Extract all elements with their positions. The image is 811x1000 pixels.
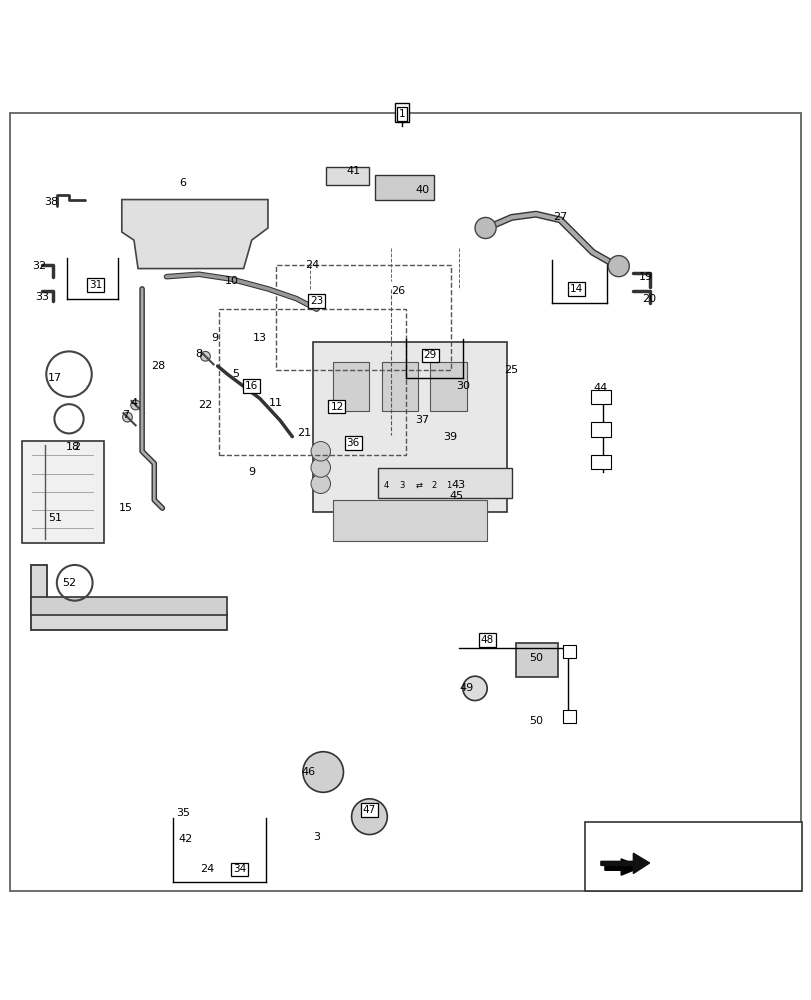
Text: 4: 4: [131, 398, 137, 408]
Text: 1: 1: [397, 106, 406, 119]
Text: 25: 25: [504, 365, 518, 375]
Text: 9: 9: [248, 467, 255, 477]
Bar: [375, 175, 433, 200]
Text: 31: 31: [89, 280, 102, 290]
Text: 4: 4: [384, 481, 388, 490]
Bar: [219, 309, 406, 455]
Text: 35: 35: [175, 808, 190, 818]
Text: 40: 40: [414, 185, 429, 195]
Circle shape: [474, 217, 496, 239]
Text: 45: 45: [448, 491, 463, 501]
Text: 50: 50: [528, 716, 543, 726]
Text: 24: 24: [200, 864, 214, 874]
Text: 20: 20: [642, 294, 656, 304]
Text: 30: 30: [455, 381, 470, 391]
Text: 10: 10: [224, 276, 238, 286]
Text: 22: 22: [198, 400, 212, 410]
Text: 34: 34: [233, 864, 246, 874]
Bar: [31, 597, 227, 615]
Text: 49: 49: [459, 683, 474, 693]
Text: 29: 29: [423, 350, 436, 360]
Text: ⇄: ⇄: [415, 481, 422, 490]
Text: 1: 1: [445, 481, 450, 490]
Text: 47: 47: [363, 805, 375, 815]
Text: 44: 44: [593, 383, 607, 393]
Text: 36: 36: [346, 438, 359, 448]
Text: 6: 6: [179, 178, 186, 188]
Text: 3: 3: [313, 832, 320, 842]
Bar: [430, 362, 466, 411]
Text: 8: 8: [195, 349, 202, 359]
Circle shape: [311, 442, 330, 461]
Circle shape: [462, 676, 487, 701]
Text: 9: 9: [212, 333, 218, 343]
Text: 51: 51: [48, 513, 62, 523]
Circle shape: [303, 752, 343, 792]
Text: 17: 17: [48, 373, 62, 383]
Text: 28: 28: [151, 361, 165, 371]
Text: 48: 48: [480, 635, 493, 645]
Circle shape: [200, 351, 210, 361]
Text: 43: 43: [451, 480, 466, 490]
Text: 33: 33: [35, 292, 49, 302]
Bar: [584, 822, 801, 891]
Text: 23: 23: [310, 296, 323, 306]
FancyBboxPatch shape: [312, 342, 507, 512]
Bar: [377, 468, 511, 498]
Circle shape: [311, 458, 330, 477]
Text: 39: 39: [443, 432, 457, 442]
Text: 13: 13: [252, 333, 267, 343]
Bar: [515, 643, 557, 677]
Text: 18: 18: [66, 442, 80, 452]
Text: 11: 11: [268, 398, 283, 408]
Text: 38: 38: [44, 197, 58, 207]
Text: 5: 5: [232, 369, 238, 379]
Text: 41: 41: [345, 166, 360, 176]
Text: 52: 52: [62, 578, 76, 588]
Polygon shape: [600, 853, 649, 874]
Circle shape: [311, 474, 330, 494]
Text: 12: 12: [330, 402, 343, 412]
Bar: [276, 265, 450, 370]
Bar: [333, 362, 369, 411]
Bar: [381, 362, 418, 411]
Polygon shape: [604, 859, 641, 875]
Text: 37: 37: [414, 415, 429, 425]
Bar: [333, 500, 487, 541]
Text: 24: 24: [305, 260, 320, 270]
Circle shape: [122, 412, 132, 422]
Bar: [326, 167, 368, 185]
Text: 46: 46: [301, 767, 315, 777]
Bar: [562, 710, 575, 723]
Text: 50: 50: [528, 653, 543, 663]
Text: 7: 7: [122, 410, 129, 420]
Circle shape: [607, 256, 629, 277]
Text: 2: 2: [431, 481, 436, 490]
Bar: [590, 422, 611, 437]
Text: 15: 15: [118, 503, 133, 513]
Text: 27: 27: [552, 212, 567, 222]
Bar: [590, 455, 611, 469]
Circle shape: [131, 400, 140, 410]
FancyBboxPatch shape: [22, 441, 104, 543]
PathPatch shape: [31, 565, 227, 630]
Text: 21: 21: [297, 428, 311, 438]
Text: 26: 26: [390, 286, 405, 296]
Text: 32: 32: [32, 261, 46, 271]
PathPatch shape: [122, 200, 268, 269]
Text: 42: 42: [178, 834, 192, 844]
Text: 19: 19: [637, 272, 652, 282]
Text: 14: 14: [569, 284, 582, 294]
Text: 16: 16: [245, 381, 258, 391]
Text: 3: 3: [399, 481, 404, 490]
Bar: [562, 645, 575, 658]
Bar: [590, 390, 611, 404]
Text: 1: 1: [398, 109, 405, 119]
Text: 2: 2: [74, 442, 80, 452]
Circle shape: [351, 799, 387, 835]
